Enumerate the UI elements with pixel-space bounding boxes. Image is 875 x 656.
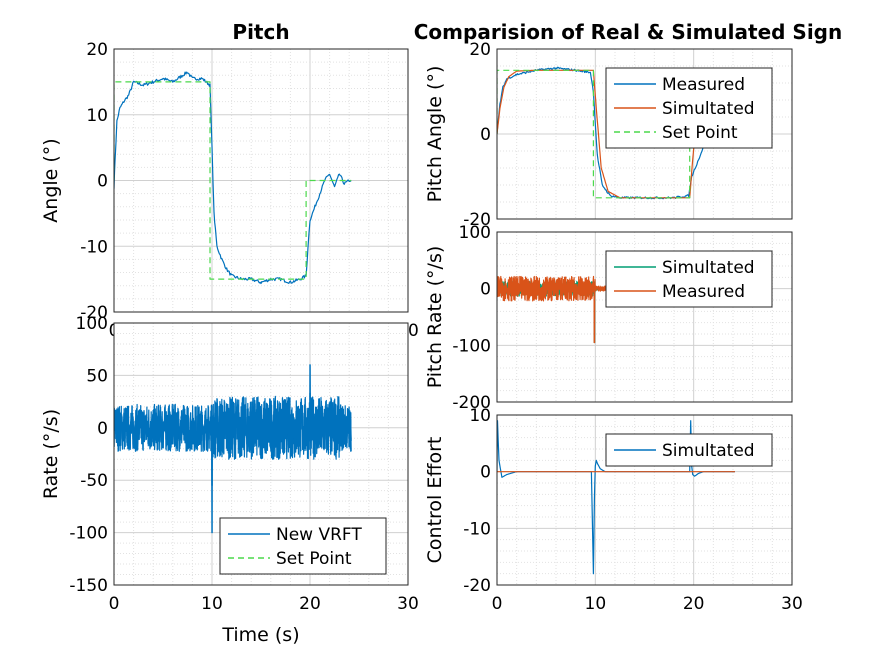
series-group bbox=[114, 364, 352, 534]
series-group bbox=[114, 71, 352, 285]
y-tick-label: 20 bbox=[86, 40, 108, 60]
axes-frame bbox=[113, 48, 409, 313]
chart-title: Comparision of Real & Simulated Sign bbox=[414, 20, 843, 44]
measured-line bbox=[114, 392, 352, 486]
legend-box bbox=[605, 67, 773, 149]
x-axis-label: Time (s) bbox=[221, 624, 299, 646]
y-tick-label: 0 bbox=[480, 125, 491, 145]
simulated-line bbox=[497, 69, 709, 199]
legend: Measured Simultated Set Point bbox=[605, 67, 773, 149]
y-tick-label: -20 bbox=[463, 210, 491, 230]
y-tick-label: 50 bbox=[86, 366, 108, 386]
y-tick-label: 20 bbox=[469, 40, 491, 60]
legend-label: Measured bbox=[662, 282, 745, 302]
x-tick-label: 20 bbox=[683, 594, 705, 614]
legend: New VRFT Set Point bbox=[219, 517, 387, 575]
measured-line bbox=[114, 71, 352, 285]
legend-label: Set Point bbox=[662, 123, 738, 143]
axes-frame bbox=[496, 414, 793, 586]
y-tick-label: -20 bbox=[463, 576, 491, 596]
y-tick-label: 0 bbox=[97, 419, 108, 439]
y-axis-label: Pitch Rate (°/s) bbox=[424, 246, 446, 389]
y-tick-label: 0 bbox=[97, 172, 108, 192]
y-tick-label: -50 bbox=[80, 471, 108, 491]
y-axis-label: Control Effort bbox=[424, 437, 446, 564]
chart-title: Pitch bbox=[232, 20, 289, 44]
y-tick-label: -10 bbox=[80, 237, 108, 257]
y-tick-label: 10 bbox=[86, 106, 108, 126]
y-axis-label: Pitch Angle (°) bbox=[424, 66, 446, 203]
series-group bbox=[497, 66, 709, 200]
x-tick-label: 30 bbox=[397, 594, 419, 614]
y-tick-label: -10 bbox=[463, 519, 491, 539]
legend-box bbox=[219, 517, 387, 575]
legend-label: Set Point bbox=[276, 549, 352, 569]
legend: Simultated bbox=[605, 433, 773, 467]
y-tick-label: 100 bbox=[459, 223, 491, 243]
x-tick-label: 20 bbox=[299, 594, 321, 614]
y-tick-label: -100 bbox=[69, 524, 108, 544]
axes-frame bbox=[496, 48, 793, 220]
legend-box bbox=[605, 433, 773, 467]
legend-label: Simultated bbox=[662, 99, 755, 119]
axes-comparison-angle: 20 0 -20 Pitch Angle (°) Comparision of Real… bbox=[414, 20, 843, 230]
x-tick-label: 10 bbox=[201, 594, 223, 614]
y-tick-label: 0 bbox=[480, 463, 491, 483]
y-tick-label: 100 bbox=[76, 314, 108, 334]
legend: Simultated Measured bbox=[605, 250, 773, 308]
y-axis-label: Angle (°) bbox=[40, 138, 62, 222]
legend-label: New VRFT bbox=[276, 525, 362, 545]
y-tick-label: -20 bbox=[80, 303, 108, 323]
series-group bbox=[497, 420, 735, 575]
y-tick-label: 10 bbox=[469, 406, 491, 426]
x-tick-label: 0 bbox=[109, 594, 120, 614]
axes-frame bbox=[113, 322, 409, 586]
legend-label: Measured bbox=[662, 75, 745, 95]
setpoint-line bbox=[114, 81, 352, 280]
y-axis-label: Rate (°/s) bbox=[40, 409, 62, 499]
y-tick-label: -200 bbox=[452, 393, 491, 413]
y-tick-label: 0 bbox=[480, 280, 491, 300]
axes-frame bbox=[496, 231, 793, 403]
x-tick-label: 0 bbox=[492, 594, 503, 614]
legend-label: Simultated bbox=[662, 441, 755, 461]
y-tick-label: -150 bbox=[69, 576, 108, 596]
legend-label: Simultated bbox=[662, 258, 755, 278]
x-tick-label: 30 bbox=[781, 594, 803, 614]
axes-comparison-rate: 100 0 -100 -200 Pitch Rate (°/s) Simultated Me… bbox=[424, 223, 793, 413]
legend-box bbox=[605, 250, 773, 308]
y-tick-label: -100 bbox=[452, 336, 491, 356]
x-tick-label: 10 bbox=[585, 594, 607, 614]
